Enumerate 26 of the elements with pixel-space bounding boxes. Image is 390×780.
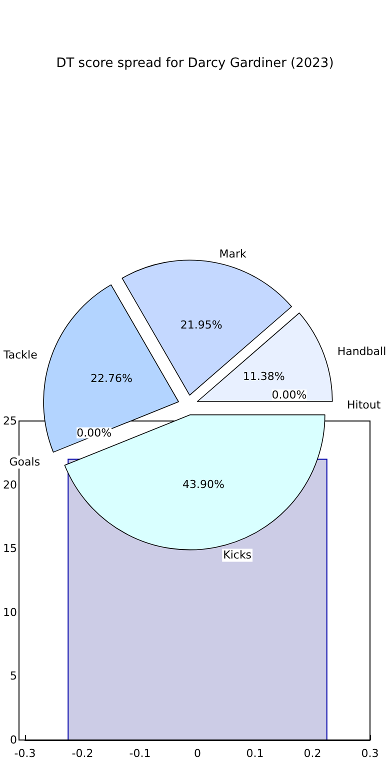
y-tick-label: 15 [2,542,17,556]
x-tick-label: 0.1 [246,747,264,760]
slice-label: Tackle [2,348,38,362]
data-label: 22.76% [90,372,132,386]
data-label: 43.90% [182,478,224,492]
x-tick-label: 0 [194,747,201,760]
data-label: 21.95% [180,318,222,332]
text: 0.00% [76,426,112,440]
y-tick-label: 0 [10,734,17,746]
x-tick-label: -0.3 [14,747,36,760]
y-tick-label: 25 [2,414,17,428]
chart-title: DT score spread for Darcy Gardiner (2023) [56,56,334,71]
text: 0.00% [272,388,307,402]
slice-label: Kicks [223,548,252,562]
x-tick-label: -0.2 [72,747,94,760]
y-tick-label: 10 [2,606,17,619]
slice-label: Handball [337,344,386,358]
x-tick-label: 0.2 [304,747,322,760]
category-label: Goals [9,456,40,469]
data-label: 11.38% [242,370,285,384]
y-tick-label: 5 [10,670,17,683]
x-tick-label: -0.1 [129,747,151,760]
x-tick-label: 0.3 [361,747,379,760]
slice-label: Mark [219,248,248,261]
y-tick-label: 20 [2,478,17,492]
category-label: Hitout [347,398,381,412]
